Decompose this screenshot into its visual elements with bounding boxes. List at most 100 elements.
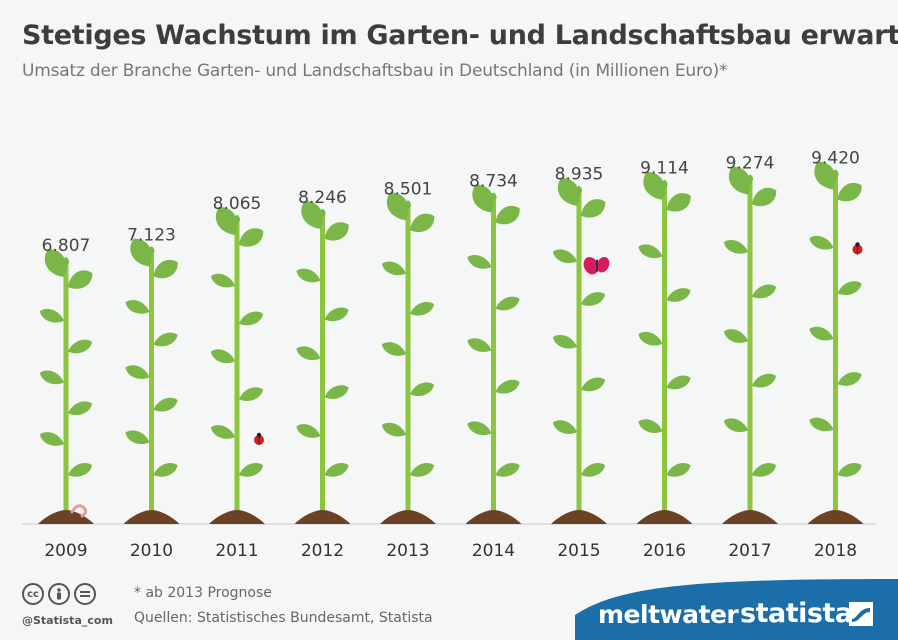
stem-leaf: [752, 284, 777, 299]
by-icon: [48, 583, 70, 605]
data-label-2017: 9.274: [726, 153, 775, 173]
soil-mound: [123, 510, 180, 524]
crown-bud: [576, 185, 582, 196]
stem-leaf: [210, 273, 235, 288]
plant-stem: [747, 182, 753, 522]
stem-leaf: [723, 239, 748, 254]
data-label-2014: 8.734: [469, 171, 518, 191]
stem-leaf: [210, 349, 235, 364]
plant-stem: [63, 265, 69, 522]
stem-leaf: [809, 235, 834, 250]
stem-leaf: [39, 432, 64, 446]
stem-leaf: [68, 339, 93, 354]
tick-label-2010: 2010: [130, 541, 173, 561]
stem-leaf: [467, 255, 492, 269]
meltwater-logo: meltwater: [598, 600, 739, 629]
stem-leaf: [809, 417, 834, 432]
footnote: * ab 2013 Prognose: [134, 585, 272, 601]
tick-label-2013: 2013: [386, 541, 429, 561]
soil-mound: [636, 510, 693, 524]
chart-canvas: 6.807 2009 7.123 2010 8.065 2011 8.246 2012 8.50…: [22, 148, 876, 561]
stem-leaf: [239, 463, 264, 477]
soil-mound: [551, 510, 607, 524]
stem-leaf: [837, 463, 862, 477]
bar-2016: 9.114 2016: [636, 159, 693, 561]
crown-leaf: [666, 193, 691, 212]
bar-2011: 8.065 2011: [209, 194, 265, 561]
crown-leaf: [386, 192, 409, 221]
plant-stem: [576, 193, 582, 522]
cc-icon: cc: [22, 583, 44, 605]
stem-leaf: [381, 422, 406, 437]
crown-bud: [490, 192, 497, 203]
crown-leaf: [130, 238, 152, 267]
crown-leaf: [44, 249, 67, 277]
data-label-2016: 9.114: [640, 159, 689, 179]
bar-2012: 8.246 2012: [294, 188, 351, 561]
stem-leaf: [837, 372, 862, 386]
worm-icon: [70, 504, 88, 518]
statista-logo-icon: [849, 602, 873, 626]
stem-leaf: [39, 370, 64, 385]
stem-leaf: [752, 373, 777, 388]
stem-leaf: [638, 331, 663, 346]
crown-leaf: [68, 270, 93, 289]
stem-leaf: [296, 346, 321, 361]
crown-leaf: [301, 201, 323, 229]
tick-label-2009: 2009: [44, 541, 87, 561]
tick-label-2017: 2017: [728, 541, 771, 561]
soil-mound: [807, 510, 864, 524]
ladybug-icon: [254, 432, 264, 445]
stem-leaf: [210, 425, 235, 439]
tick-label-2014: 2014: [472, 541, 515, 561]
crown-leaf: [557, 177, 580, 206]
crown-bud: [234, 214, 240, 225]
data-label-2015: 8.935: [555, 165, 604, 185]
bar-2018: 9.420 2018: [807, 148, 864, 561]
stem-leaf: [68, 401, 93, 416]
crown-leaf: [153, 259, 178, 279]
crown-leaf: [728, 166, 751, 195]
stem-leaf: [324, 463, 349, 477]
bar-2013: 8.501 2013: [380, 179, 436, 561]
license-icons: cc: [22, 583, 96, 605]
stem-leaf: [495, 463, 520, 477]
crown-bud: [63, 257, 69, 267]
stem-leaf: [495, 379, 520, 394]
stem-leaf: [410, 382, 435, 397]
soil-mound: [465, 510, 522, 524]
bar-2017: 9.274 2017: [722, 153, 778, 561]
soil-mound: [209, 510, 265, 524]
soil-mound: [722, 510, 778, 524]
footer-wave: [575, 579, 898, 640]
stem-leaf: [239, 387, 264, 401]
stem-leaf: [752, 463, 777, 477]
nd-icon: [74, 583, 96, 605]
footer-band: [575, 579, 898, 640]
stem-leaf: [68, 463, 93, 477]
soil-mound: [380, 510, 436, 524]
stem-leaf: [381, 342, 406, 356]
stem-leaf: [638, 419, 663, 433]
data-label-2010: 7.123: [127, 225, 176, 245]
crown-leaf: [215, 207, 238, 235]
stem-leaf: [324, 307, 349, 322]
stem-leaf: [495, 296, 520, 311]
plants-group: 6.807 2009 7.123 2010 8.065 2011 8.246 2012 8.50…: [38, 148, 864, 561]
stem-leaf: [552, 334, 577, 349]
data-label-2012: 8.246: [298, 188, 347, 208]
plant-stem: [405, 208, 411, 522]
stem-leaf: [125, 365, 150, 379]
stem-leaf: [296, 268, 321, 283]
crown-leaf: [324, 222, 349, 241]
crown-bud: [661, 179, 668, 190]
bar-2014: 8.734 2014: [465, 171, 522, 561]
tick-label-2015: 2015: [557, 541, 600, 561]
stem-leaf: [410, 301, 435, 316]
crown-bud: [319, 208, 326, 219]
stem-leaf: [723, 418, 748, 433]
crown-leaf: [410, 213, 435, 233]
crown-leaf: [643, 171, 665, 200]
plant-stem: [234, 222, 240, 522]
stem-leaf: [153, 397, 178, 412]
